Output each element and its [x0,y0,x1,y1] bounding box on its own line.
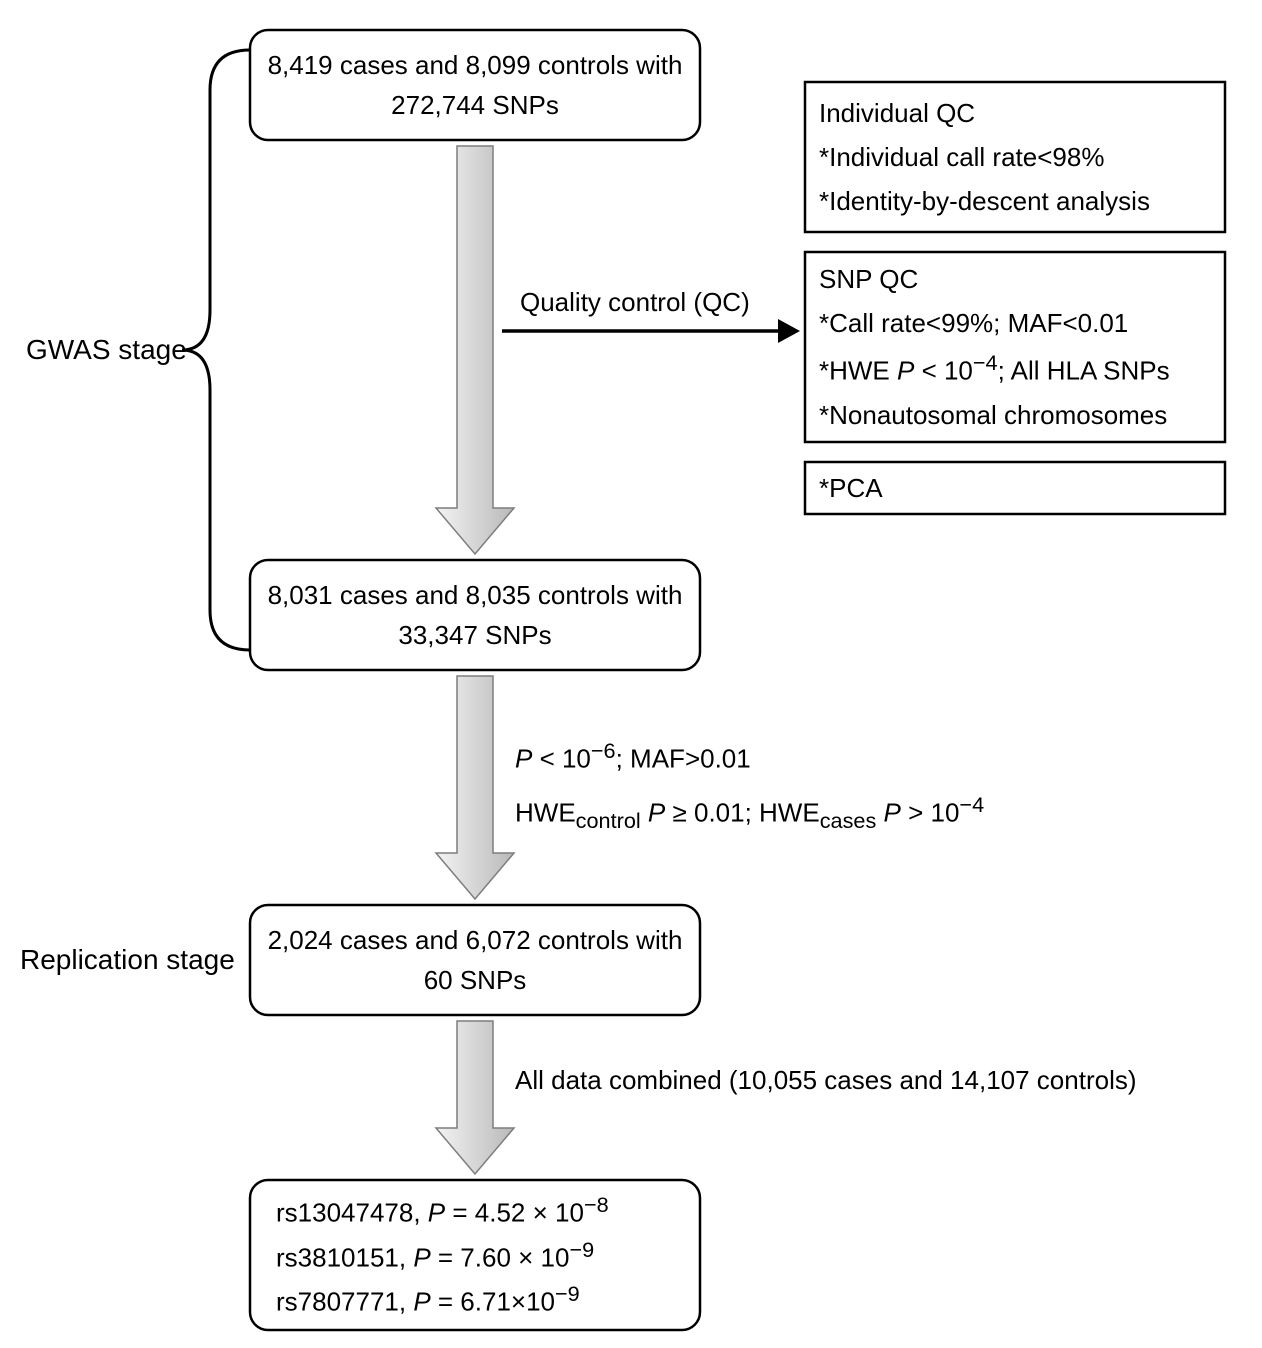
stage-gwas-label: GWAS stage [26,320,206,380]
arrow-n3-n4 [436,1021,514,1174]
filter-after-n2: P < 10−6; MAF>0.01HWEcontrol P ≥ 0.01; H… [515,730,1075,840]
qc-label: Quality control (QC) [520,280,800,324]
qc-box-b1-text: Individual QC*Individual call rate<98%*I… [805,82,1225,232]
stage-replication-label: Replication stage [20,930,245,990]
node-n1-text: 8,419 cases and 8,099 controls with272,7… [250,30,700,140]
node-n2-text: 8,031 cases and 8,035 controls with33,34… [250,560,700,670]
arrow-n2-n3 [436,676,514,899]
node-n4-text: rs13047478, P = 4.52 × 10−8rs3810151, P … [250,1180,700,1330]
node-n3-text: 2,024 cases and 6,072 controls with60 SN… [250,905,700,1015]
filter-after-n3: All data combined (10,055 cases and 14,1… [515,1060,1235,1110]
qc-box-b2-text: SNP QC*Call rate<99%; MAF<0.01*HWE P < 1… [805,252,1225,442]
arrow-n1-n2 [436,146,514,554]
qc-box-b3-text: *PCA [805,462,1225,514]
